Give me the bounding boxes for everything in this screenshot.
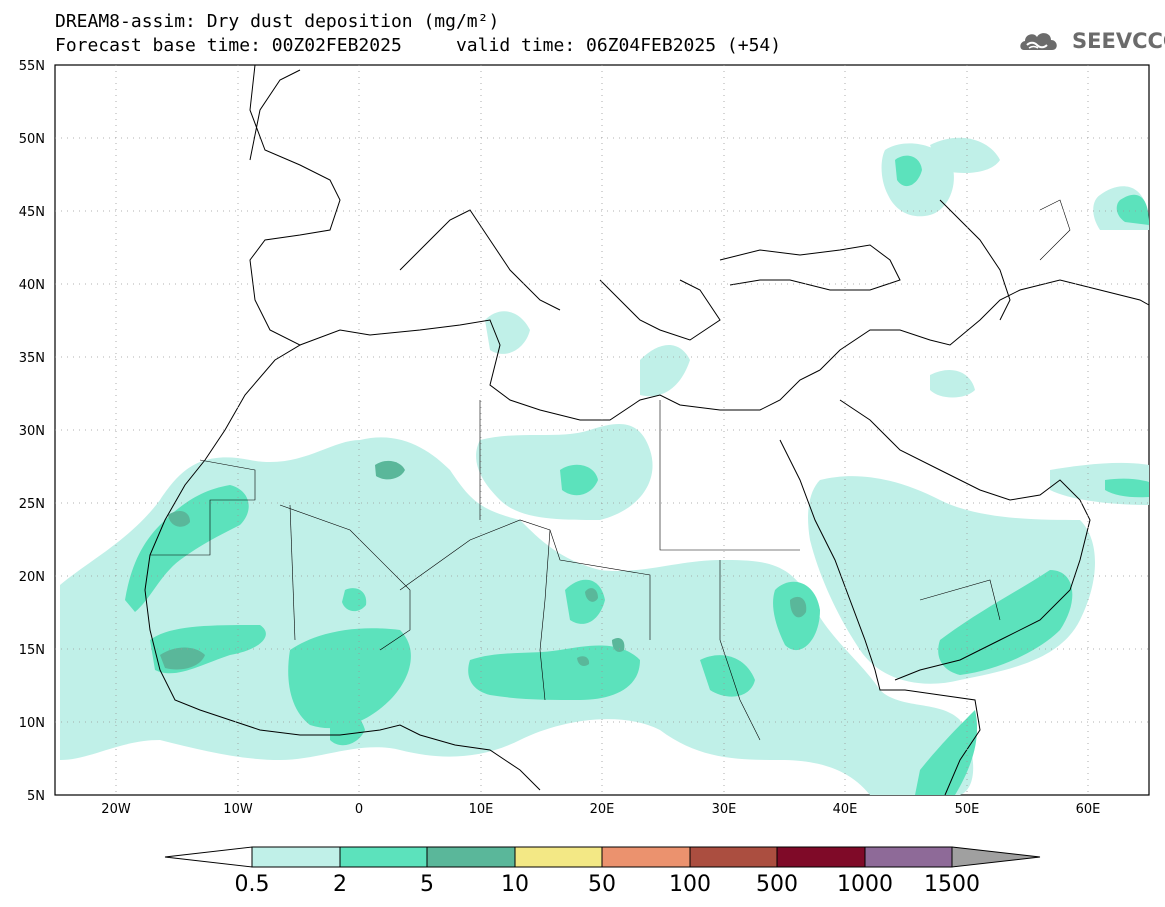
lat-label: 15N (19, 643, 45, 658)
colorbar-label: 5 (420, 872, 434, 897)
lat-label: 40N (19, 278, 45, 293)
lat-label: 55N (19, 59, 45, 74)
lon-label: 50E (955, 802, 980, 817)
colorbar-label: 2 (333, 872, 347, 897)
lon-label: 30E (712, 802, 737, 817)
colorbar-box (514, 846, 603, 868)
colorbar-label: 100 (669, 872, 711, 897)
lat-label: 45N (19, 205, 45, 220)
colorbar-box (689, 846, 778, 868)
dust-fields (60, 137, 1150, 795)
lat-label: 30N (19, 424, 45, 439)
lon-label: 0 (355, 802, 363, 817)
lon-label: 20W (101, 802, 131, 817)
colorbar-under-arrow (164, 846, 253, 868)
colorbar-label: 1500 (924, 872, 980, 897)
lat-label: 5N (27, 789, 45, 804)
lon-label: 10W (223, 802, 253, 817)
lat-label: 35N (19, 351, 45, 366)
lat-label: 10N (19, 716, 45, 731)
cloud-logo-icon (1020, 33, 1057, 50)
lat-label: 50N (19, 132, 45, 147)
lon-label: 20E (590, 802, 615, 817)
colorbar-box (601, 846, 691, 868)
colorbar-box (339, 846, 428, 868)
colorbar-labels: 0.5 2 5 10 50 100 500 1000 1500 (235, 872, 981, 897)
logo-text: SEEVCCC (1072, 29, 1165, 53)
colorbar-box (864, 846, 953, 868)
country-borders (150, 199, 1071, 741)
colorbar-box (776, 846, 866, 868)
longitude-labels: 20W 10W 0 10E 20E 30E 40E 50E 60E (101, 802, 1100, 817)
colorbar-label: 0.5 (235, 872, 270, 897)
lon-label: 40E (833, 802, 858, 817)
latitude-labels: 5N 10N 15N 20N 25N 30N 35N 40N 45N 50N 5… (19, 59, 45, 804)
lon-label: 10E (469, 802, 494, 817)
lat-label: 20N (19, 570, 45, 585)
lat-label: 25N (19, 497, 45, 512)
colorbar-label: 50 (588, 872, 616, 897)
colorbar-label: 1000 (837, 872, 893, 897)
colorbar-over-arrow (951, 846, 1041, 868)
lon-label: 60E (1076, 802, 1101, 817)
coastlines (144, 64, 1150, 796)
colorbar (164, 846, 1041, 868)
map-title: DREAM8-assim: Dry dust deposition (mg/m²… (55, 11, 500, 32)
colorbar-box (426, 846, 516, 868)
colorbar-label: 10 (501, 872, 529, 897)
colorbar-label: 500 (756, 872, 798, 897)
map-subtitle: Forecast base time: 00Z02FEB2025 valid t… (55, 35, 782, 56)
colorbar-box (251, 846, 341, 868)
graticule (55, 65, 1149, 795)
